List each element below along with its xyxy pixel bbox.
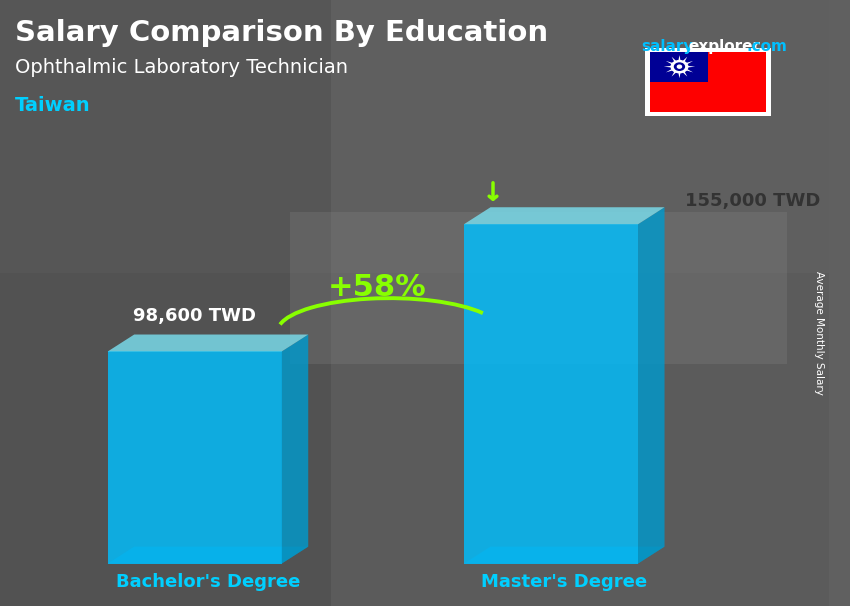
Polygon shape xyxy=(683,57,688,62)
Circle shape xyxy=(672,61,688,73)
Polygon shape xyxy=(464,224,638,564)
Bar xyxy=(0,0,829,273)
Polygon shape xyxy=(683,72,688,76)
Text: explorer: explorer xyxy=(688,39,761,55)
Text: Master's Degree: Master's Degree xyxy=(481,573,648,591)
Polygon shape xyxy=(664,66,672,67)
Polygon shape xyxy=(678,55,681,61)
Polygon shape xyxy=(108,351,281,564)
Polygon shape xyxy=(108,335,309,351)
Bar xyxy=(645,48,772,116)
Text: salary: salary xyxy=(642,39,694,55)
Polygon shape xyxy=(290,212,787,364)
Text: Salary Comparison By Education: Salary Comparison By Education xyxy=(15,19,548,47)
Bar xyxy=(650,52,708,82)
Text: 155,000 TWD: 155,000 TWD xyxy=(685,192,820,210)
Polygon shape xyxy=(686,69,693,73)
Text: Average Monthly Salary: Average Monthly Salary xyxy=(813,271,824,395)
Text: Bachelor's Degree: Bachelor's Degree xyxy=(116,573,300,591)
Bar xyxy=(0,0,332,606)
Polygon shape xyxy=(666,61,673,64)
Polygon shape xyxy=(678,73,681,78)
Polygon shape xyxy=(686,61,693,64)
Polygon shape xyxy=(672,72,677,76)
Circle shape xyxy=(674,63,684,70)
Bar xyxy=(650,52,767,112)
Polygon shape xyxy=(464,547,665,564)
Bar xyxy=(0,273,829,606)
Text: Taiwan: Taiwan xyxy=(15,96,91,115)
Text: +58%: +58% xyxy=(327,273,427,302)
Text: Ophthalmic Laboratory Technician: Ophthalmic Laboratory Technician xyxy=(15,58,348,76)
Polygon shape xyxy=(666,69,673,73)
Polygon shape xyxy=(638,207,665,564)
Bar xyxy=(332,0,829,606)
Polygon shape xyxy=(688,66,695,67)
Polygon shape xyxy=(281,335,309,564)
Text: 98,600 TWD: 98,600 TWD xyxy=(133,307,256,325)
Polygon shape xyxy=(108,547,309,564)
Text: .com: .com xyxy=(746,39,787,55)
Polygon shape xyxy=(672,57,677,62)
Polygon shape xyxy=(464,207,665,224)
Circle shape xyxy=(677,65,682,68)
